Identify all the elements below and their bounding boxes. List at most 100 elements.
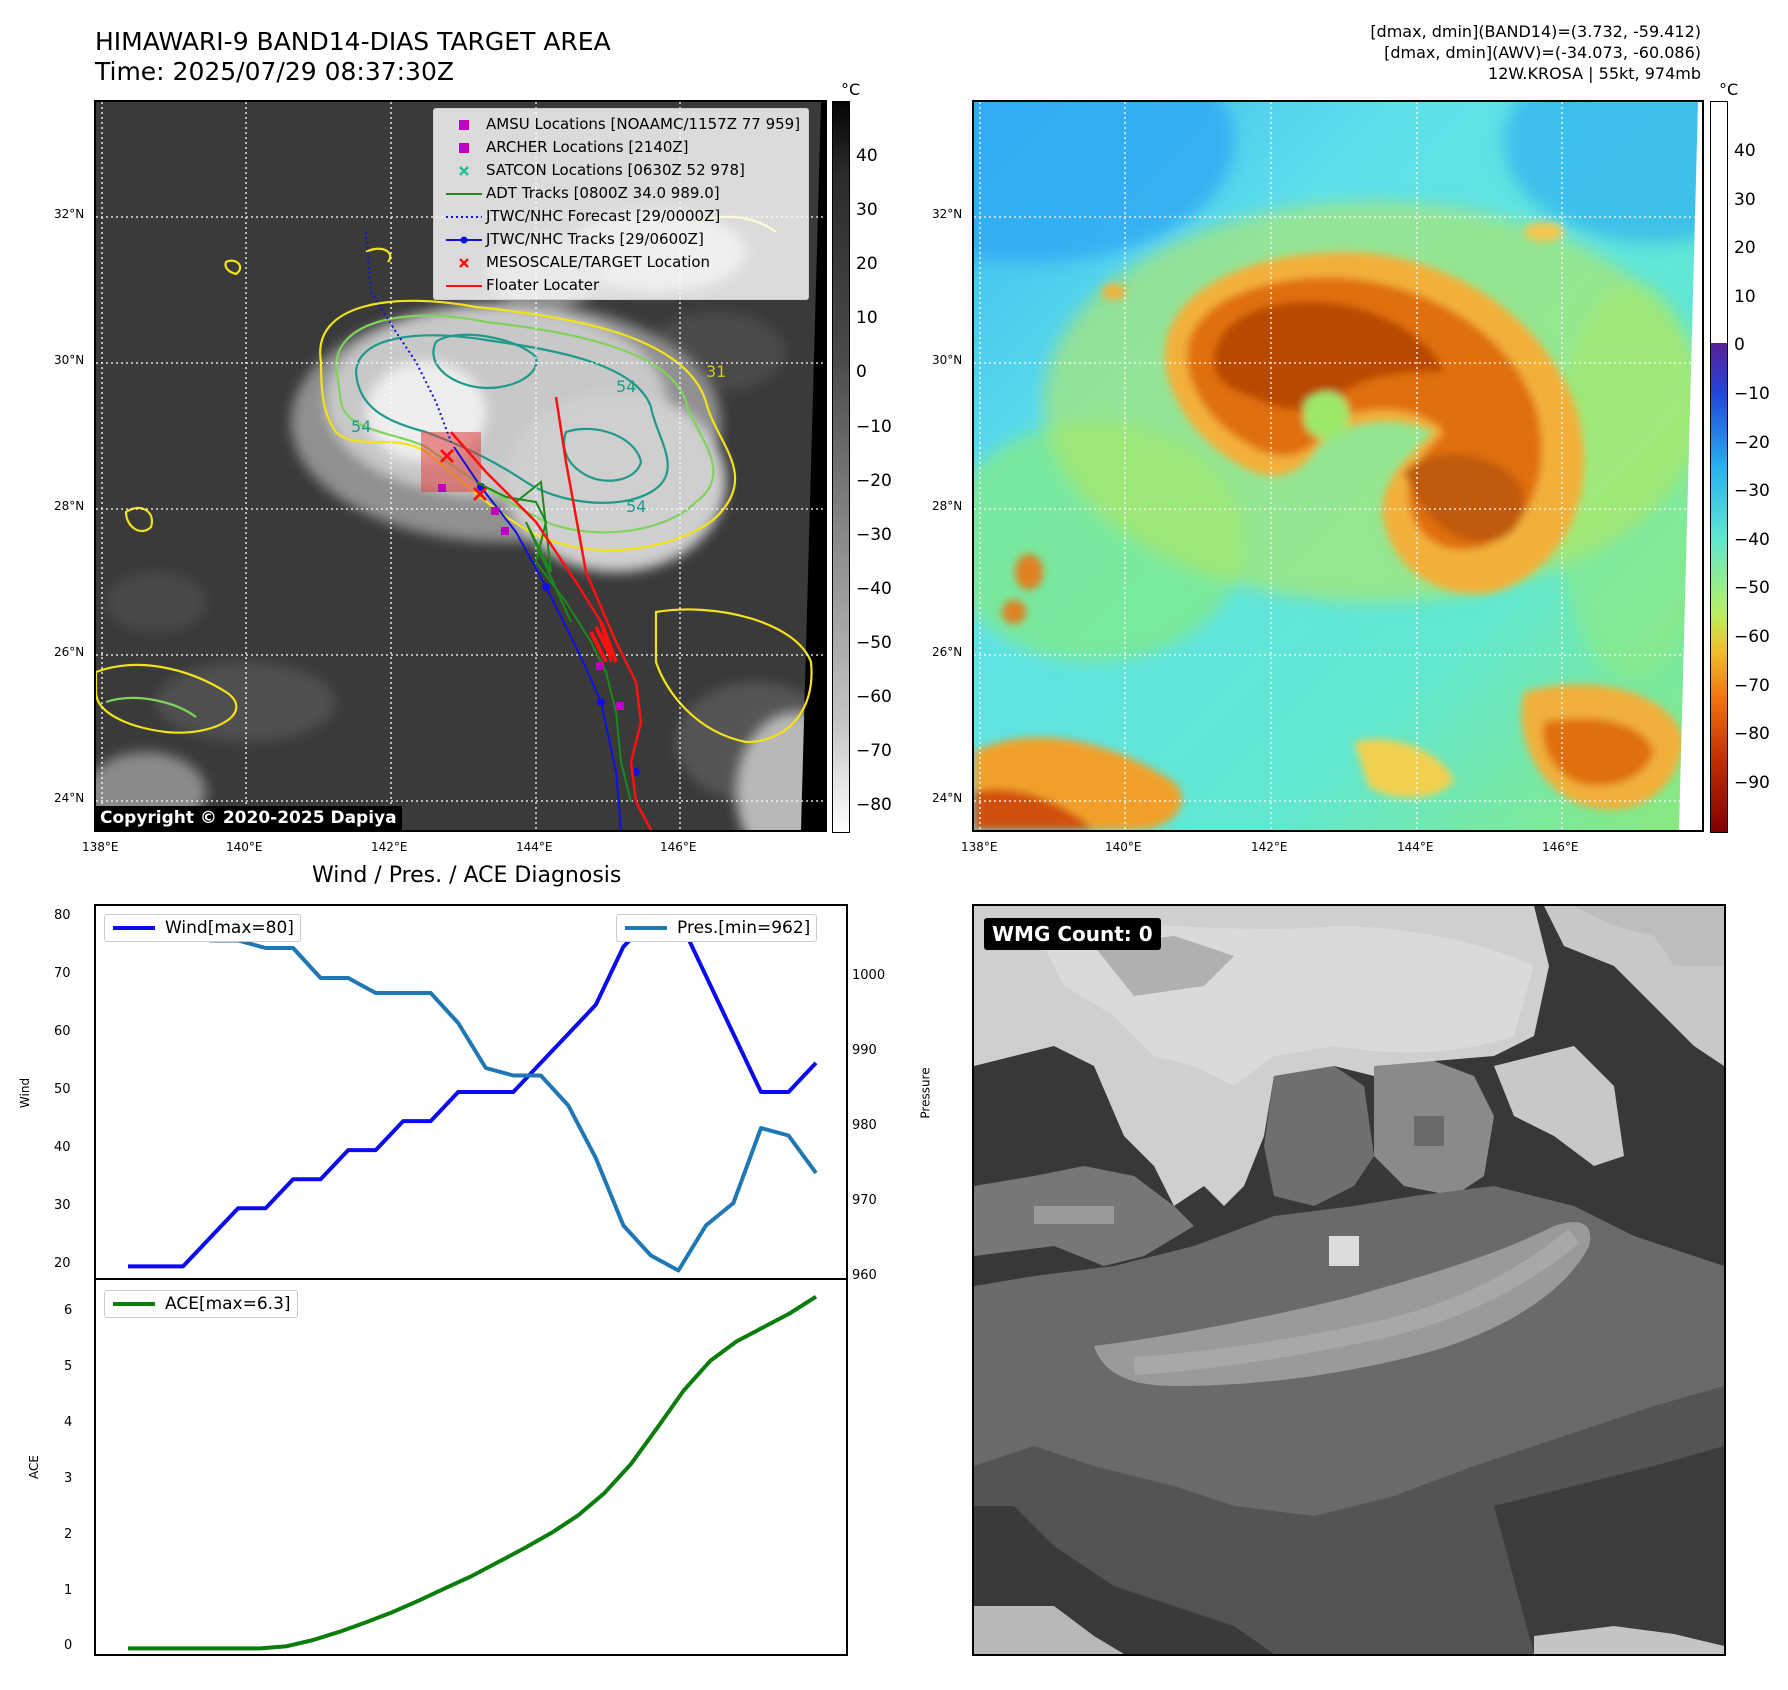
- lon-tick-label: 142°E: [1251, 840, 1288, 854]
- ace-tick-label: 6: [64, 1303, 73, 1319]
- wind-pressure-panel: [94, 904, 848, 1280]
- lat-tick-label: 32°N: [932, 207, 963, 221]
- lat-tick-label: 24°N: [932, 791, 963, 805]
- line-icon: [442, 182, 486, 205]
- ace-plot: [128, 1295, 818, 1651]
- colorbar-tick-label: 30: [856, 200, 878, 221]
- pressure-tick-label: 990: [852, 1043, 877, 1058]
- line-icon: [442, 274, 486, 297]
- lat-tick-label: 26°N: [932, 645, 963, 659]
- pressure-legend-line-icon: [625, 926, 667, 930]
- ace-panel: [94, 1278, 848, 1656]
- awv-colorbar-tick-label: 10: [1734, 286, 1756, 307]
- colorbar-tick-label: −50: [856, 632, 892, 653]
- awv-colorbar-tick-label: −70: [1734, 675, 1770, 696]
- colorbar-tick-label: −20: [856, 470, 892, 491]
- lat-tick-label: 30°N: [932, 353, 963, 367]
- ace-tick-label: 4: [64, 1415, 73, 1431]
- lat-tick-label: 30°N: [54, 353, 85, 367]
- dotted-line-icon: [442, 205, 486, 228]
- contour-label: 54: [351, 417, 371, 436]
- lat-tick-label: 28°N: [54, 499, 85, 513]
- awv-colorbar-unit: °C: [1719, 80, 1739, 99]
- awv-colorbar-tick-label: −90: [1734, 772, 1770, 793]
- wind-tick-label: 50: [54, 1082, 71, 1097]
- map-legend: AMSU Locations [NOAAMC/1157Z 77 959] ARC…: [433, 108, 810, 300]
- wmg-image: [974, 906, 1724, 1654]
- wind-legend: Wind[max=80]: [104, 914, 301, 942]
- awv-colorbar-tick-label: −10: [1734, 384, 1770, 404]
- awv-colorbar-tick-label: −60: [1734, 627, 1770, 647]
- awv-range: [dmax, dmin](AWV)=(-34.073, -60.086): [1384, 43, 1701, 62]
- wind-tick-label: 40: [54, 1140, 71, 1156]
- legend-item-jtwc-forecast: JTWC/NHC Forecast [29/0000Z]: [442, 205, 800, 228]
- awv-colorbar-tick-label: 30: [1734, 189, 1756, 210]
- storm-info: 12W.KROSA | 55kt, 974mb: [1488, 64, 1701, 83]
- ace-tick-label: 0: [64, 1638, 73, 1654]
- wind-pressure-plot: [128, 915, 818, 1273]
- wind-tick-label: 80: [54, 907, 71, 923]
- ace-tick-label: 1: [64, 1582, 73, 1598]
- awv-map: [972, 100, 1704, 832]
- pressure-ylabel: Pressure: [918, 1067, 933, 1119]
- pressure-tick-label: 980: [852, 1118, 877, 1133]
- awv-colorbar-tick-label: −50: [1734, 578, 1770, 599]
- figure-title: HIMAWARI-9 BAND14-DIAS TARGET AREA: [95, 27, 611, 56]
- legend-item-satcon: SATCON Locations [0630Z 52 978]: [442, 159, 800, 182]
- pressure-tick-label: 970: [852, 1193, 877, 1208]
- ace-tick-label: 5: [64, 1359, 73, 1375]
- wind-tick-label: 70: [54, 965, 71, 981]
- colorbar-tick-label: −80: [856, 795, 892, 816]
- contour-label: 31: [706, 362, 726, 381]
- wind-legend-line-icon: [113, 926, 155, 930]
- awv-colorbar-tick-label: −40: [1734, 529, 1770, 550]
- diagnosis-title: Wind / Pres. / ACE Diagnosis: [312, 863, 622, 888]
- lon-tick-label: 142°E: [371, 840, 408, 854]
- lon-tick-label: 138°E: [82, 840, 119, 854]
- wmg-count-badge: WMG Count: 0: [984, 918, 1161, 950]
- awv-colorbar-tick-label: 20: [1734, 238, 1756, 259]
- lon-tick-label: 140°E: [226, 840, 263, 854]
- wmg-panel: [972, 904, 1726, 1656]
- square-marker-icon: [442, 136, 486, 159]
- colorbar-tick-label: −30: [856, 524, 892, 545]
- awv-colorbar-tick-label: 40: [1734, 141, 1756, 161]
- colorbar-tick-label: 40: [856, 146, 878, 166]
- wind-ylabel: Wind: [18, 1077, 33, 1109]
- band14-range: [dmax, dmin](BAND14)=(3.732, -59.412): [1370, 22, 1701, 41]
- lon-tick-label: 146°E: [1542, 840, 1579, 854]
- colorbar-unit: °C: [841, 80, 861, 99]
- ace-tick-label: 2: [64, 1526, 73, 1542]
- wind-tick-label: 30: [54, 1198, 71, 1214]
- awv-colorbar: [1710, 101, 1728, 833]
- copyright-label: Copyright © 2020-2025 Dapiya: [95, 806, 402, 830]
- band14-map: 54 54 54 31: [94, 100, 827, 832]
- pressure-tick-label: 1000: [852, 968, 886, 983]
- ace-series-line: [128, 1295, 818, 1651]
- contour-label: 54: [616, 377, 636, 396]
- lat-tick-label: 24°N: [54, 791, 85, 805]
- awv-colorbar-tick-label: −80: [1734, 724, 1770, 745]
- colorbar-tick-label: −70: [856, 741, 892, 762]
- pressure-tick-label: 960: [852, 1268, 877, 1283]
- lat-tick-label: 32°N: [54, 207, 85, 221]
- x-marker-icon: [442, 159, 486, 182]
- legend-item-floater: Floater Locater: [442, 274, 800, 297]
- lat-tick-label: 26°N: [54, 645, 85, 659]
- lon-tick-label: 144°E: [516, 840, 553, 854]
- wind-tick-label: 20: [54, 1256, 71, 1272]
- legend-item-archer: ARCHER Locations [2140Z]: [442, 136, 800, 159]
- lon-tick-label: 140°E: [1105, 840, 1142, 854]
- awv-colorbar-tick-label: −20: [1734, 432, 1770, 453]
- line-dot-icon: [442, 228, 486, 251]
- lon-tick-label: 146°E: [660, 840, 697, 854]
- awv-colorbar-tick-label: 0: [1734, 335, 1745, 356]
- colorbar-tick-label: 20: [856, 254, 878, 275]
- legend-item-adt: ADT Tracks [0800Z 34.0 989.0]: [442, 182, 800, 205]
- awv-colorbar-tick-label: −30: [1734, 481, 1770, 502]
- ace-tick-label: 3: [64, 1470, 73, 1486]
- figure-time: Time: 2025/07/29 08:37:30Z: [95, 57, 454, 86]
- colorbar-tick-label: −60: [856, 687, 892, 707]
- ace-legend: ACE[max=6.3]: [104, 1290, 298, 1318]
- wind-tick-label: 60: [54, 1023, 71, 1039]
